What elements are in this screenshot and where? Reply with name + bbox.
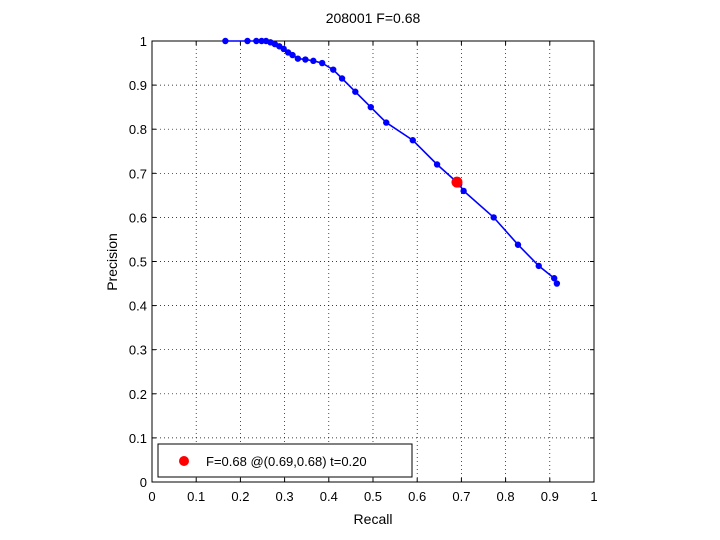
y-tick-label: 0.4 [129,299,147,314]
y-tick-label: 0 [140,475,147,490]
x-tick-label: 1 [590,489,597,504]
data-point [258,37,265,45]
data-point [289,51,296,59]
y-tick-label: 0.6 [129,210,147,225]
axis-ticks [151,40,595,483]
y-tick-label: 0.2 [129,387,147,402]
x-tick-label: 0.3 [276,489,294,504]
data-point [553,280,561,287]
x-tick-label: 0.5 [364,489,382,504]
y-tick-label: 0.1 [129,431,147,446]
series-line [225,40,558,284]
data-point [551,275,558,282]
gridlines [152,41,594,482]
data-point [222,37,229,45]
data-point [490,214,497,221]
legend-box [157,443,413,478]
x-tick-label: 0 [148,489,155,504]
data-point [409,137,416,144]
data-point [514,241,522,248]
y-axis-label: Precision [104,233,120,291]
data-point [383,119,390,126]
data-point [302,56,309,63]
legend-marker-f-score [179,456,189,466]
legend: F=0.68 @(0.69,0.68) t=0.20 [157,443,413,478]
data-point [280,45,287,53]
y-tick-label: 0.5 [129,255,147,270]
x-axis-label: Recall [354,511,393,527]
data-point [253,37,260,45]
x-tick-label: 0.4 [320,489,338,504]
x-tick-label: 0.1 [187,489,205,504]
data-point [330,66,337,73]
y-tick-label: 0.3 [129,343,147,358]
data-point [367,103,374,111]
y-tick-label: 0.9 [129,78,147,93]
chart-title: 208001 F=0.68 [326,10,421,26]
series-layer [222,37,561,287]
data-point [460,187,467,195]
x-tick-label: 0.6 [408,489,426,504]
x-tick-labels: 0 0.1 0.2 0.3 0.4 0.5 0.6 0.7 0.8 0.9 1 [148,489,597,504]
y-tick-label: 0.7 [129,166,147,181]
legend-label-f-score: F=0.68 @(0.69,0.68) t=0.20 [206,454,367,469]
data-point [338,75,346,82]
data-point [294,55,302,62]
y-tick-label: 0.8 [129,122,147,137]
y-tick-label: 1 [140,34,147,49]
data-point [433,161,441,168]
x-tick-label: 0.2 [231,489,249,504]
data-point [535,262,542,270]
y-tick-labels: 0 0.1 0.2 0.3 0.4 0.5 0.6 0.7 0.8 0.9 1 [129,34,147,490]
x-tick-label: 0.9 [541,489,559,504]
x-tick-label: 0.8 [497,489,515,504]
data-point [352,88,359,95]
best-f-point [451,176,463,188]
highlight-layer [451,176,463,188]
data-point [244,37,251,45]
data-point [310,57,317,65]
data-point [318,59,326,67]
x-tick-label: 0.7 [452,489,470,504]
